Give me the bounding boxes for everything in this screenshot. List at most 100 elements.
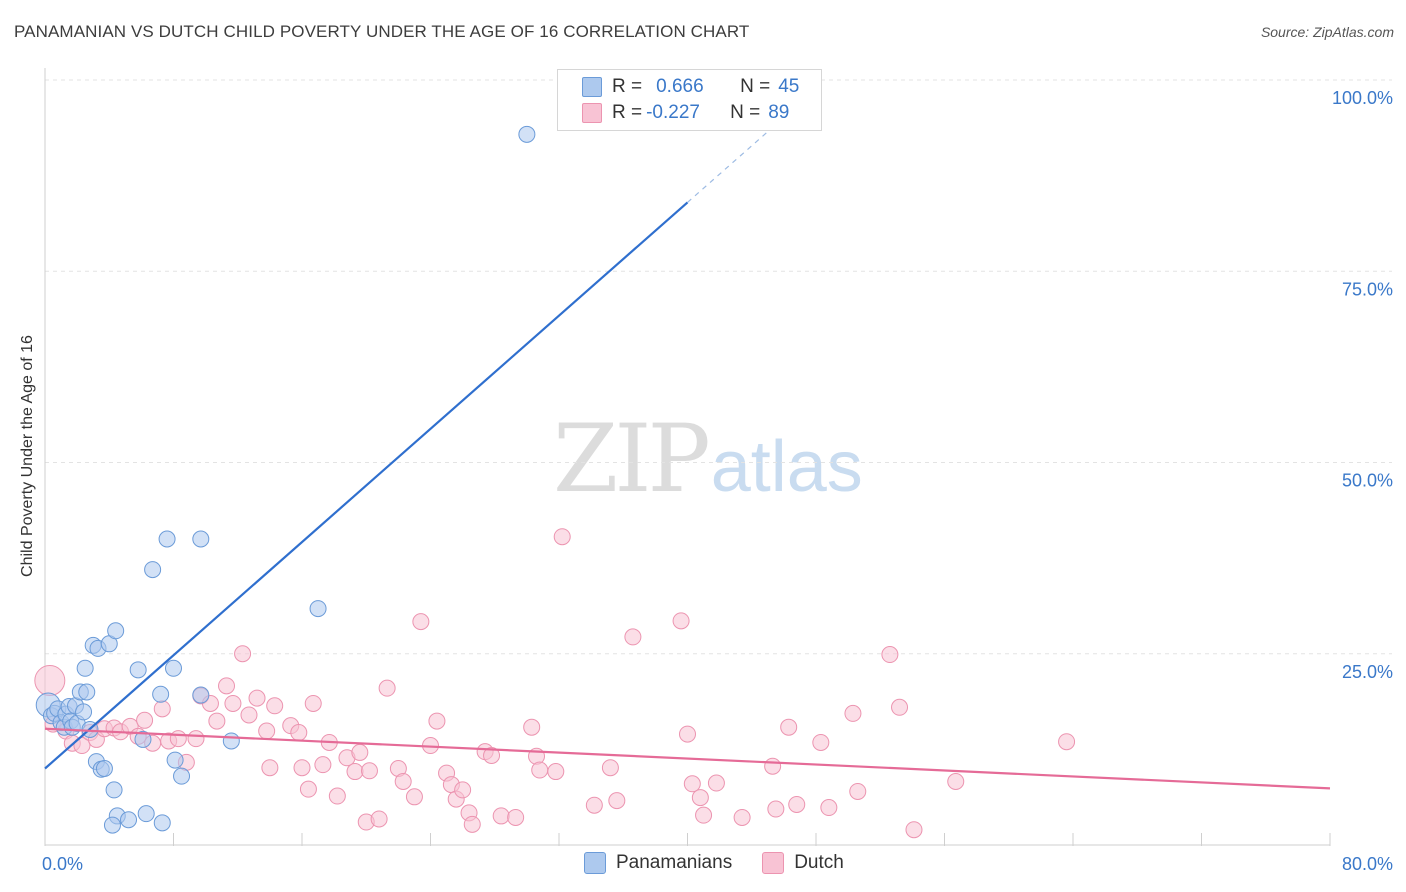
dutch-point (266, 697, 284, 715)
dutch-point (844, 704, 862, 722)
dutch-point (764, 757, 782, 775)
dutch-point (218, 677, 236, 695)
dutch-point (153, 700, 171, 718)
dutch-point (394, 773, 412, 791)
dutch-trend-line (44, 727, 1331, 790)
dutch-point (881, 646, 899, 664)
y-tick-label: 75.0% (1342, 279, 1393, 299)
panamanian-point (158, 530, 176, 548)
legend-n-value: 89 (768, 102, 790, 123)
watermark-atlas: atlas (710, 427, 863, 507)
legend-n-label: N = (730, 102, 761, 123)
panamanian-point (173, 767, 191, 785)
panamanian-points (35, 125, 536, 834)
legend-swatch-pink (582, 103, 602, 123)
dutch-point (608, 792, 626, 810)
dutch-point (261, 759, 279, 777)
dutch-point (304, 694, 322, 712)
legend-item-panamanians: Panamanians (584, 852, 732, 874)
watermark-zip: ZIP (553, 405, 711, 514)
panamanian-point (105, 781, 123, 799)
panamanian-point (309, 600, 327, 618)
dutch-point (412, 613, 430, 631)
dutch-point (1058, 733, 1076, 751)
dutch-point (547, 763, 565, 781)
legend-n-label: N = (740, 76, 771, 97)
legend-swatch-blue (582, 77, 602, 97)
dutch-points (34, 528, 1076, 839)
dutch-point (187, 730, 205, 748)
dutch-point (767, 800, 785, 818)
grid-lines (45, 79, 1392, 655)
dutch-point (328, 787, 346, 805)
chart-title: PANAMANIAN VS DUTCH CHILD POVERTY UNDER … (14, 22, 750, 41)
panamanian-trend-line (44, 201, 689, 770)
legend-row-dutch: R = -0.227 N = 89 (582, 101, 789, 125)
dutch-point (733, 808, 751, 826)
dutch-point (248, 689, 266, 707)
dutch-point (780, 718, 798, 736)
dutch-point (691, 789, 709, 807)
watermark: ZIPatlas (553, 405, 863, 514)
x-tick-label: 80.0% (1342, 854, 1393, 874)
dutch-point (947, 773, 965, 791)
dutch-point (258, 722, 276, 740)
dutch-point (240, 706, 258, 724)
dutch-point (601, 759, 619, 777)
dutch-point (73, 737, 91, 755)
panamanian-point (144, 561, 162, 579)
correlation-legend: R = 0.666 N = 45 R = -0.227 N = 89 (557, 69, 822, 131)
dutch-point (136, 711, 154, 729)
dutch-point (523, 718, 541, 736)
dutch-point (820, 799, 838, 817)
dutch-point (370, 810, 388, 828)
dutch-point (234, 645, 252, 663)
dutch-point (507, 808, 525, 826)
dutch-point (492, 807, 510, 825)
panamanian-point (192, 686, 210, 704)
dutch-point (849, 782, 867, 800)
dutch-point (624, 628, 642, 646)
legend-label-panamanians: Panamanians (616, 852, 733, 873)
dutch-point (891, 698, 909, 716)
legend-n-value: 45 (778, 76, 800, 97)
y-tick-label: 25.0% (1342, 662, 1393, 682)
dutch-point (695, 806, 713, 824)
dutch-point (905, 821, 923, 839)
source-label: Source: ZipAtlas.com (1260, 24, 1394, 40)
dutch-point (314, 756, 332, 774)
dutch-point (483, 746, 501, 764)
dutch-point (299, 780, 317, 798)
dutch-point (169, 730, 187, 748)
tick-labels: 25.0% 50.0% 75.0% 100.0% 0.0% 80.0% (42, 88, 1393, 874)
y-tick-label: 50.0% (1342, 471, 1393, 491)
dutch-point (672, 612, 690, 630)
dutch-point (378, 679, 396, 697)
dutch-point (454, 781, 472, 799)
panamanian-point (137, 805, 155, 823)
panamanian-point (192, 530, 210, 548)
panamanian-point (78, 683, 96, 701)
panamanian-point (165, 659, 182, 677)
legend-swatch-pink (762, 852, 785, 874)
panamanian-point (153, 814, 171, 832)
dutch-point (351, 743, 369, 761)
panamanian-point (76, 659, 94, 677)
dutch-point (788, 795, 806, 813)
legend-item-dutch: Dutch (762, 852, 844, 874)
dutch-point (553, 528, 571, 546)
dutch-point (463, 815, 481, 833)
dutch-point (208, 712, 226, 730)
legend-swatch-blue (584, 852, 606, 874)
legend-row-panamanians: R = 0.666 N = 45 (582, 75, 799, 99)
panamanian-point (103, 816, 121, 834)
trend-lines (44, 88, 1331, 790)
panamanian-point (120, 811, 138, 829)
dutch-point (405, 788, 423, 806)
dutch-point (585, 796, 603, 814)
legend-r-label: R = (612, 76, 643, 97)
panamanian-point (166, 751, 184, 769)
panamanian-point (95, 760, 113, 777)
dutch-point (707, 774, 725, 792)
